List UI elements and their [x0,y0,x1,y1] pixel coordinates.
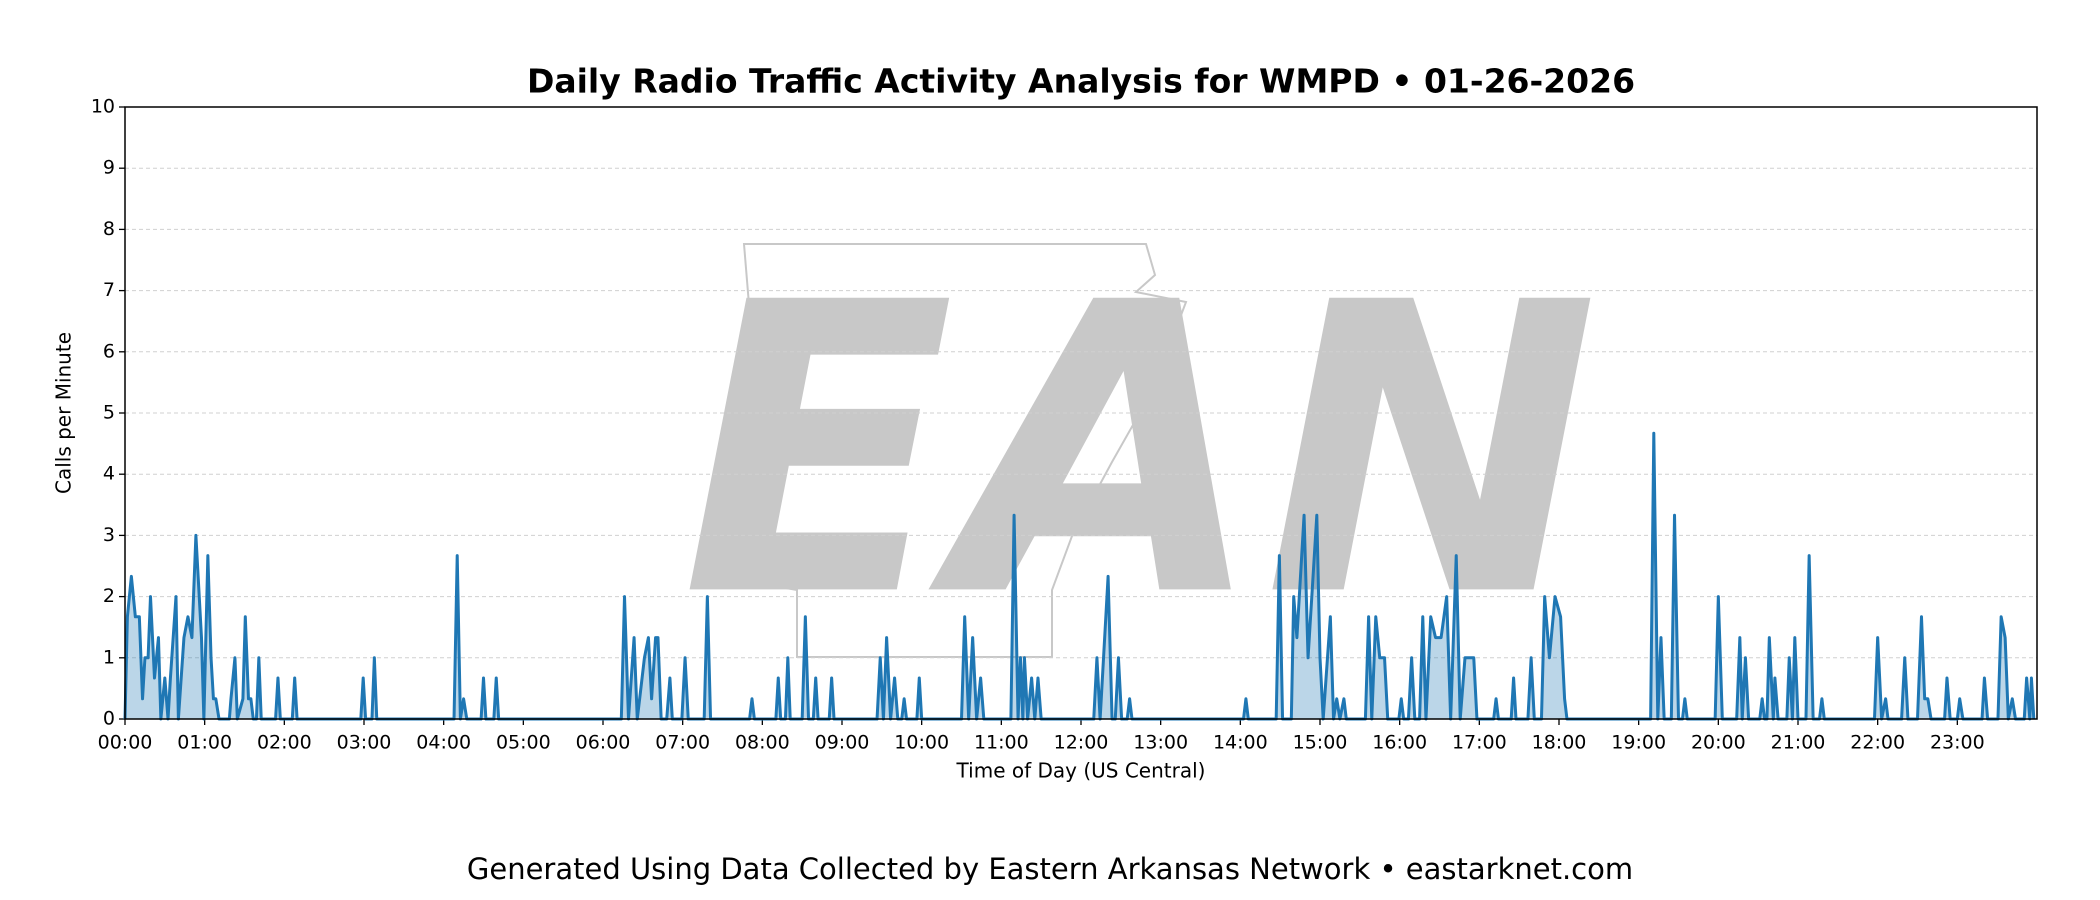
x-tick-label: 11:00 [974,732,1029,754]
x-tick-label: 13:00 [1133,732,1188,754]
y-tick-label: 10 [91,96,115,118]
x-tick-label: 14:00 [1213,732,1268,754]
y-axis-label: Calls per Minute [52,332,76,494]
area [125,433,2034,719]
x-tick-label: 19:00 [1611,732,1666,754]
x-tick-label: 22:00 [1850,732,1905,754]
watermark-group: EAN [681,219,1599,684]
x-axis-label: Time of Day (US Central) [956,759,1206,783]
y-tick-label: 7 [103,279,115,301]
x-tick-label: 03:00 [337,732,392,754]
x-tick-label: 17:00 [1452,732,1507,754]
y-tick-label: 2 [103,585,115,607]
x-tick-label: 16:00 [1372,732,1427,754]
y-tick-label: 1 [103,646,115,668]
x-tick-label: 04:00 [416,732,471,754]
y-tick-label: 9 [103,157,115,179]
y-tick-label: 4 [103,463,115,485]
watermark: EAN [681,219,1599,684]
chart-title: Daily Radio Traffic Activity Analysis fo… [527,62,1635,101]
x-tick-label: 18:00 [1532,732,1587,754]
x-tick-label: 10:00 [894,732,949,754]
x-tick-label: 06:00 [576,732,631,754]
x-tick-label: 05:00 [496,732,551,754]
y-tick-label: 3 [103,524,115,546]
x-tick-label: 20:00 [1691,732,1746,754]
plot-frame [124,106,2038,720]
x-tick-label: 07:00 [655,732,710,754]
x-tick-label: 02:00 [257,732,312,754]
x-tick-label: 21:00 [1771,732,1826,754]
state-outline [742,243,1188,658]
x-tick-label: 01:00 [177,732,232,754]
line [123,431,2036,721]
x-tick-label: 15:00 [1293,732,1348,754]
y-tick-label: 0 [103,708,115,730]
x-tick-label: 00:00 [98,732,153,754]
x-tick-label: 23:00 [1930,732,1985,754]
x-tick-label: 12:00 [1054,732,1109,754]
y-tick-label: 8 [103,218,115,240]
footer: Generated Using Data Collected by Easter… [467,852,1633,886]
y-tick-label: 6 [103,340,115,362]
x-tick-label: 08:00 [735,732,790,754]
x-tick-label: 09:00 [815,732,870,754]
y-tick-label: 5 [103,402,115,424]
